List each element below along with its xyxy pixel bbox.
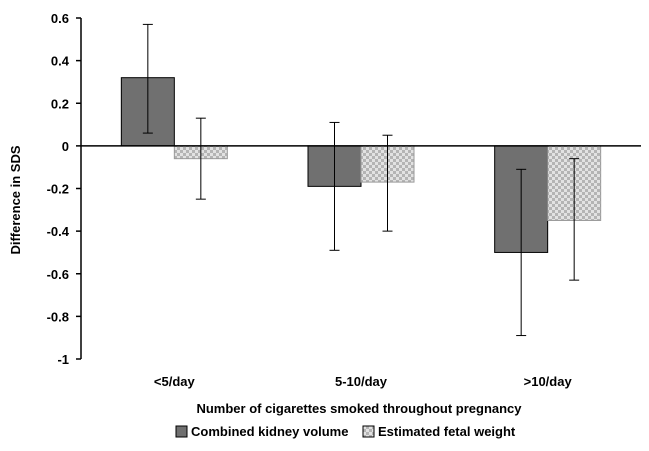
- legend-label-estimated-fetal-weight: Estimated fetal weight: [378, 424, 516, 439]
- x-axis-title: Number of cigarettes smoked throughout p…: [196, 401, 522, 416]
- error-bar-combined-kidney-volume-1: [142, 23, 153, 134]
- legend-label-combined-kidney-volume: Combined kidney volume: [191, 424, 348, 439]
- x-tick-label-3: >10/day: [524, 374, 573, 389]
- error-bar-combined-kidney-volume-2: [329, 121, 340, 251]
- legend: Combined kidney volume Estimated fetal w…: [175, 424, 516, 439]
- legend-swatch-combined-kidney-volume: [175, 425, 188, 438]
- bars-layer: [120, 77, 602, 253]
- tick-labels-layer: <5/day 5-10/day >10/day 0.6 0.4 0.2 0 -0.2 -0.4 -…: [47, 11, 573, 389]
- error-bar-estimated-fetal-weight-2: [382, 134, 393, 232]
- x-tick-label-2: 5-10/day: [335, 374, 388, 389]
- axes-layer: [76, 17, 641, 360]
- y-tick-label-4: 0: [62, 139, 69, 154]
- y-tick-label-7: -0.6: [47, 267, 69, 282]
- error-bar-combined-kidney-volume-3: [516, 168, 527, 337]
- error-bar-estimated-fetal-weight-3: [569, 158, 580, 281]
- x-tick-label-1: <5/day: [154, 374, 196, 389]
- y-tick-label-3: 0.2: [51, 96, 69, 111]
- y-tick-label-9: -1: [57, 352, 69, 367]
- y-tick-label-1: 0.6: [51, 11, 69, 26]
- legend-swatch-estimated-fetal-weight: [362, 425, 375, 438]
- y-tick-label-2: 0.4: [51, 54, 70, 69]
- y-axis-title: Difference in SDS: [8, 145, 23, 254]
- error-bars-layer: [142, 23, 580, 337]
- y-tick-label-6: -0.4: [47, 224, 70, 239]
- error-bar-estimated-fetal-weight-1: [195, 117, 206, 200]
- y-tick-label-5: -0.2: [47, 182, 69, 197]
- y-tick-label-8: -0.8: [47, 309, 69, 324]
